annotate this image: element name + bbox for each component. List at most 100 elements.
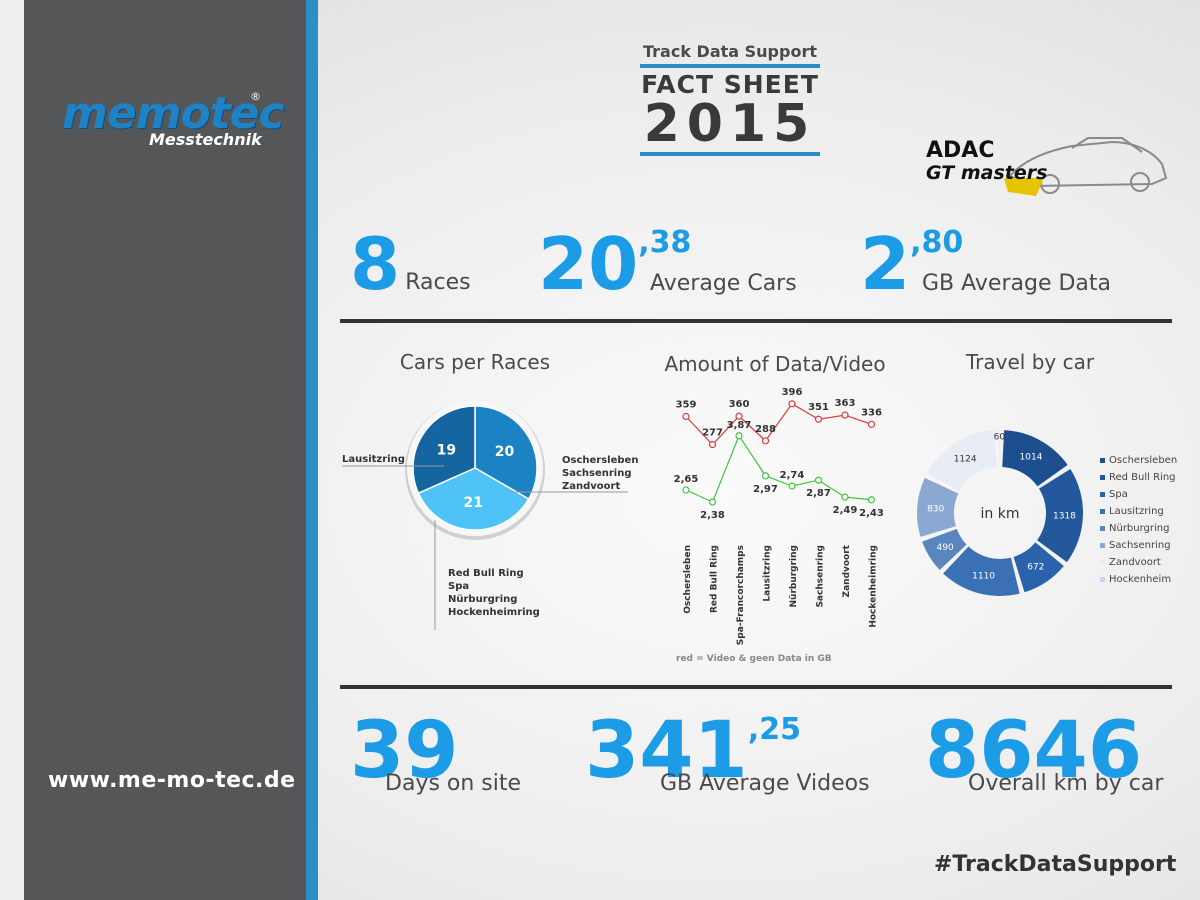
donut-segment-zandvoort <box>927 430 997 492</box>
stat-average-cars-label-wrap: Average Cars <box>650 271 797 296</box>
race-car-icon <box>1004 137 1168 196</box>
legend-label: Nürburgring <box>1109 523 1170 534</box>
legend-label: Sachsenring <box>1109 540 1171 551</box>
header-rule-top <box>640 64 820 68</box>
x-category-label: Spa-Francorchamps <box>736 545 746 645</box>
stat-races-label: Races <box>405 270 471 295</box>
donut-center-label: in km <box>981 506 1020 522</box>
stat-days: 39 <box>350 712 459 790</box>
stat-average-data-number: 2 <box>860 222 911 306</box>
logo-wordmark: memotec <box>62 88 285 139</box>
legend-label: Spa <box>1109 489 1128 500</box>
legend-item: Oschersleben <box>1100 452 1177 469</box>
donut-value-label: 1124 <box>954 455 977 465</box>
x-category-label: Lausitzring <box>763 545 773 602</box>
travel-by-car-donut: 1014 1318 672 1110 490 830 1124 60 in km <box>917 430 1083 596</box>
page-header: Track Data Support FACT SHEET 2015 <box>640 42 820 159</box>
red-data-label: 396 <box>782 387 803 398</box>
green-data-label: 2,97 <box>753 484 778 495</box>
red-series-line <box>685 403 872 446</box>
divider-bottom <box>340 685 1172 689</box>
pie-slice-19 <box>412 405 476 495</box>
logo-subtitle: Messtechnik <box>149 130 262 149</box>
legend-item: Spa <box>1100 486 1177 503</box>
x-category-label: Red Bull Ring <box>710 545 720 613</box>
stat-average-cars: 20,38 <box>538 222 692 306</box>
pie-label-bottom-3: Nürburgring <box>448 594 518 605</box>
donut-segment-spa <box>1013 542 1064 593</box>
pie-value-label: 20 <box>495 444 515 460</box>
pie-label-bottom-1: Red Bull Ring <box>448 568 524 579</box>
legend-swatch <box>1100 526 1105 531</box>
adac-gt-masters-logo: ADAC GT masters <box>926 132 1176 202</box>
green-series-line <box>685 434 872 503</box>
legend-label: Hockenheim <box>1109 574 1172 585</box>
website-link[interactable]: www.me-mo-tec.de <box>48 768 296 793</box>
donut-legend: Oschersleben Red Bull Ring Spa Lausitzring N… <box>1100 452 1177 588</box>
gt-masters-text: GT masters <box>926 162 1048 184</box>
legend-label: Lausitzring <box>1109 506 1164 517</box>
x-category-label: Nürburgring <box>789 545 799 607</box>
memotec-logo: memotec ® Messtechnik <box>62 88 285 149</box>
stat-average-data: 2,80 <box>860 222 964 306</box>
stat-average-data-label-wrap: GB Average Data <box>922 271 1111 296</box>
legend-item: Zandvoort <box>1100 554 1177 571</box>
pie-label-bottom-4: Hockenheimring <box>448 607 540 618</box>
legend-swatch <box>1100 475 1105 480</box>
green-point <box>761 472 770 480</box>
hashtag: #TrackDataSupport <box>934 852 1177 877</box>
legend-swatch <box>1100 577 1105 582</box>
stat-videos-label: GB Average Videos <box>660 771 870 796</box>
green-data-label: 2,38 <box>700 510 725 521</box>
red-data-label: 288 <box>755 424 776 435</box>
green-data-label: 2,49 <box>833 505 858 516</box>
stat-races: 8 Races <box>350 228 471 300</box>
green-point <box>841 493 849 501</box>
red-data-label: 363 <box>835 398 856 409</box>
stat-races-number: 8 <box>350 222 401 306</box>
pie-label-right-1: Oschersleben <box>562 455 639 466</box>
donut-segment-lausitzring <box>943 546 1020 596</box>
legend-item: Red Bull Ring <box>1100 469 1177 486</box>
red-point <box>682 412 690 421</box>
adac-text: ADAC <box>926 138 995 163</box>
x-category-label: Hockenheimring <box>869 545 879 628</box>
donut-segment-sachsenring <box>917 477 959 537</box>
green-data-label: 3,87 <box>727 420 752 431</box>
stat-days-number: 39 <box>350 706 459 796</box>
stat-days-label: Days on site <box>385 771 522 796</box>
donut-segment-hockenheim <box>999 430 1000 468</box>
red-data-label: 336 <box>861 407 882 418</box>
stat-average-cars-decimal: ,38 <box>638 225 692 260</box>
stat-videos-number: 341 <box>585 706 748 796</box>
pie-label-lausitzring: Lausitzring <box>342 454 405 465</box>
legend-item: Lausitzring <box>1100 503 1177 520</box>
donut-value-label: 490 <box>937 543 954 553</box>
pie-label-group-right: Oschersleben Sachsenring Zandvoort <box>562 454 638 493</box>
logo-registered-mark: ® <box>250 90 261 103</box>
stat-km-number: 8646 <box>925 706 1143 796</box>
pie-slice-21 <box>417 467 530 531</box>
header-rule-bottom <box>640 152 820 156</box>
accent-stripe <box>306 0 318 900</box>
header-year: 2015 <box>643 94 817 154</box>
legend-swatch <box>1100 458 1105 463</box>
stat-average-data-decimal: ,80 <box>910 225 964 260</box>
red-point <box>788 400 796 408</box>
pie-label-right-3: Zandvoort <box>562 481 621 492</box>
sidebar-edge <box>0 0 24 900</box>
donut-segment-red-bull-ring <box>1037 469 1083 563</box>
red-point <box>761 437 770 445</box>
donut-segment-oschersleben <box>1002 430 1068 487</box>
red-point <box>814 415 823 423</box>
legend-label: Red Bull Ring <box>1109 472 1176 483</box>
green-point <box>708 498 717 506</box>
red-point <box>708 440 717 449</box>
stat-average-cars-label: Average Cars <box>650 271 797 296</box>
pie-label-group-bottom: Red Bull Ring Spa Nürburgring Hockenheim… <box>448 567 540 619</box>
stat-average-cars-number: 20 <box>538 222 639 306</box>
donut-value-label: 1014 <box>1020 452 1043 462</box>
pie-slice-20 <box>474 405 538 501</box>
legend-label: Oschersleben <box>1109 455 1178 466</box>
pie-value-label: 19 <box>437 442 456 458</box>
